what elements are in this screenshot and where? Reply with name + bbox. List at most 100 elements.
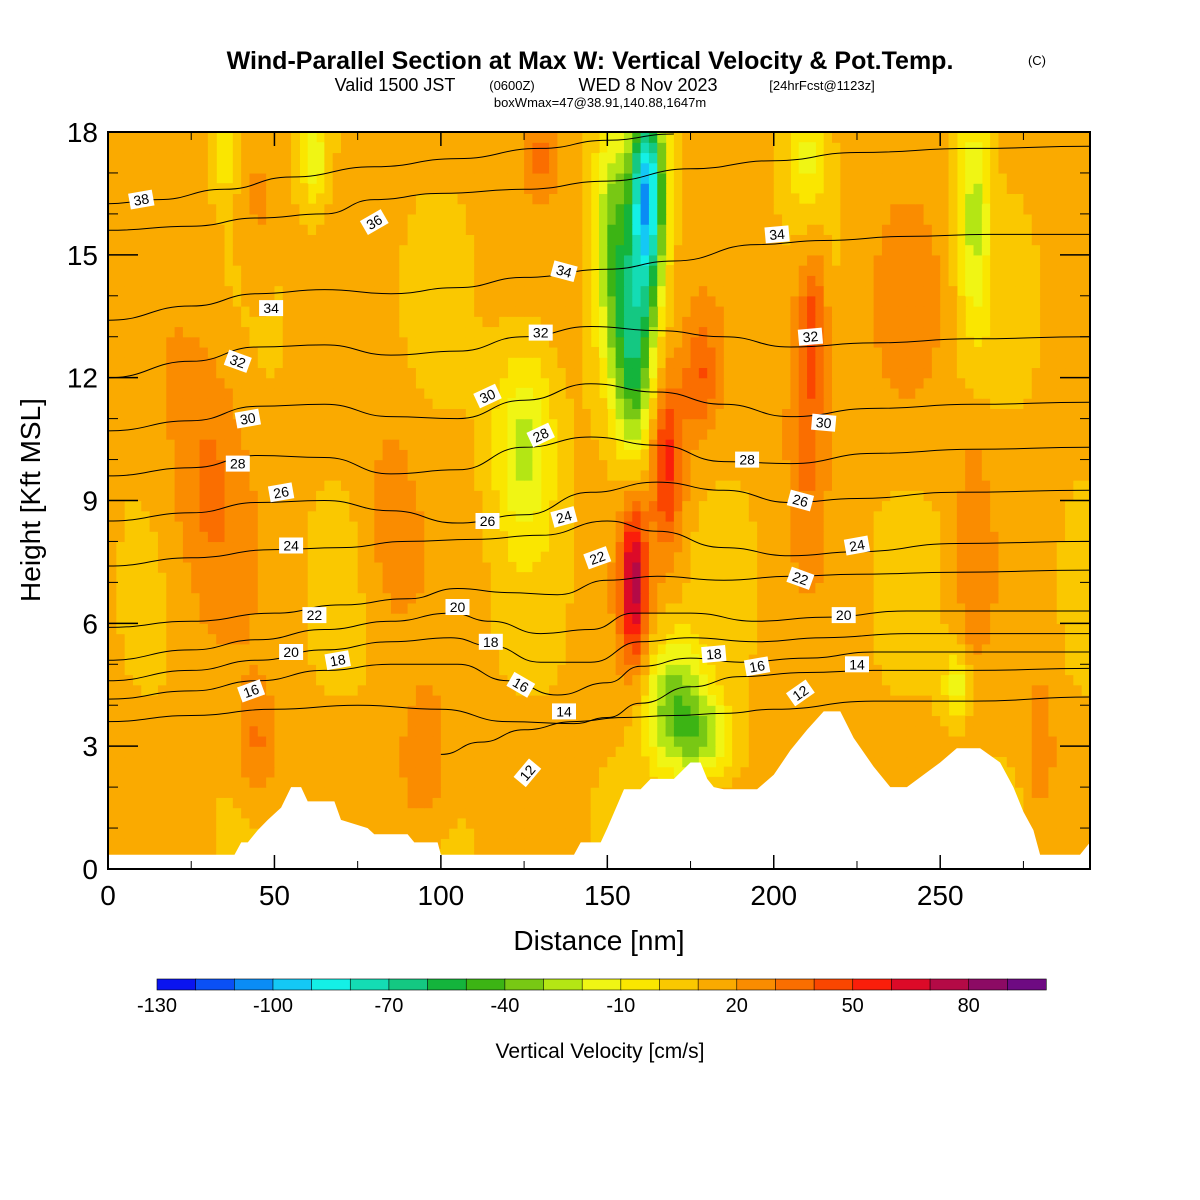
velocity-cell xyxy=(1023,551,1033,563)
velocity-cell xyxy=(191,838,201,850)
velocity-cell xyxy=(998,643,1008,655)
velocity-cell xyxy=(482,439,492,450)
velocity-cell xyxy=(623,520,633,532)
velocity-cell xyxy=(1048,592,1058,604)
velocity-cell xyxy=(490,592,500,604)
velocity-cell xyxy=(499,561,509,573)
velocity-cell xyxy=(931,520,941,532)
velocity-cell xyxy=(182,623,192,635)
velocity-cell xyxy=(324,633,334,645)
velocity-cell xyxy=(898,654,908,665)
velocity-cell xyxy=(757,551,767,563)
velocity-cell xyxy=(166,572,176,583)
velocity-cell xyxy=(1040,592,1049,604)
velocity-cell xyxy=(432,582,442,594)
velocity-cell xyxy=(307,520,317,532)
velocity-cell xyxy=(599,807,608,819)
velocity-cell xyxy=(199,715,209,727)
velocity-cell xyxy=(557,838,567,850)
velocity-cell xyxy=(557,449,567,461)
velocity-cell xyxy=(757,633,767,645)
velocity-cell xyxy=(640,766,650,778)
velocity-cell xyxy=(740,633,750,645)
velocity-cell xyxy=(906,551,916,563)
velocity-cell xyxy=(449,572,459,583)
velocity-cell xyxy=(765,541,775,553)
velocity-cell xyxy=(1006,469,1016,481)
velocity-cell xyxy=(224,613,234,624)
velocity-cell xyxy=(482,684,492,696)
velocity-cell xyxy=(981,531,991,543)
velocity-cell xyxy=(224,797,234,809)
velocity-cell xyxy=(990,428,1000,440)
velocity-cell xyxy=(640,551,650,563)
velocity-cell xyxy=(432,766,442,778)
velocity-cell xyxy=(840,520,850,532)
velocity-cell xyxy=(973,428,983,440)
velocity-cell xyxy=(765,428,775,440)
velocity-cell xyxy=(257,705,267,717)
velocity-cell xyxy=(890,715,900,727)
velocity-cell xyxy=(216,705,226,717)
velocity-cell xyxy=(241,592,251,604)
velocity-cell xyxy=(207,684,217,696)
velocity-cell xyxy=(490,725,500,737)
velocity-cell xyxy=(108,418,117,430)
velocity-cell xyxy=(757,756,767,768)
velocity-cell xyxy=(599,582,608,594)
velocity-cell xyxy=(432,449,442,461)
velocity-cell xyxy=(291,439,300,450)
velocity-cell xyxy=(1006,428,1016,440)
velocity-cell xyxy=(1006,500,1016,512)
velocity-cell xyxy=(1065,613,1074,624)
velocity-cell xyxy=(673,490,683,502)
velocity-cell xyxy=(948,551,958,563)
velocity-cell xyxy=(648,592,658,604)
velocity-cell xyxy=(790,654,800,665)
velocity-cell xyxy=(132,520,142,532)
velocity-cell xyxy=(931,480,941,491)
velocity-cell xyxy=(840,592,850,604)
velocity-cell xyxy=(765,623,775,635)
velocity-cell xyxy=(906,510,916,522)
velocity-cell xyxy=(507,480,517,491)
velocity-cell xyxy=(241,787,251,798)
velocity-cell xyxy=(740,705,750,717)
velocity-cell xyxy=(349,694,359,706)
velocity-cell xyxy=(149,766,159,778)
velocity-cell xyxy=(249,828,259,839)
velocity-cell xyxy=(765,684,775,696)
velocity-cell xyxy=(457,572,467,583)
velocity-cell xyxy=(599,725,608,737)
velocity-cell xyxy=(191,776,201,788)
velocity-cell xyxy=(715,459,725,471)
velocity-cell xyxy=(524,633,534,645)
velocity-cell xyxy=(124,561,134,573)
velocity-cell xyxy=(923,756,933,768)
velocity-cell xyxy=(1023,746,1033,758)
velocity-cell xyxy=(182,520,192,532)
velocity-cell xyxy=(274,735,284,747)
velocity-cell xyxy=(940,510,950,522)
velocity-cell xyxy=(1006,531,1016,543)
velocity-cell xyxy=(574,592,583,604)
velocity-cell xyxy=(382,469,392,481)
velocity-cell xyxy=(807,664,816,676)
velocity-cell xyxy=(965,633,975,645)
velocity-cell xyxy=(241,817,251,829)
velocity-cell xyxy=(740,592,750,604)
velocity-cell xyxy=(1040,602,1049,614)
velocity-cell xyxy=(574,654,583,665)
velocity-cell xyxy=(640,674,650,686)
velocity-cell xyxy=(1023,715,1033,727)
velocity-cell xyxy=(449,439,459,450)
velocity-cell xyxy=(1081,602,1090,614)
velocity-cell xyxy=(690,664,700,676)
velocity-cell xyxy=(973,735,983,747)
velocity-cell xyxy=(207,674,217,686)
velocity-cell xyxy=(532,602,542,614)
velocity-cell xyxy=(956,654,966,665)
velocity-cell xyxy=(374,828,384,839)
velocity-cell xyxy=(632,592,642,604)
velocity-cell xyxy=(1015,551,1025,563)
